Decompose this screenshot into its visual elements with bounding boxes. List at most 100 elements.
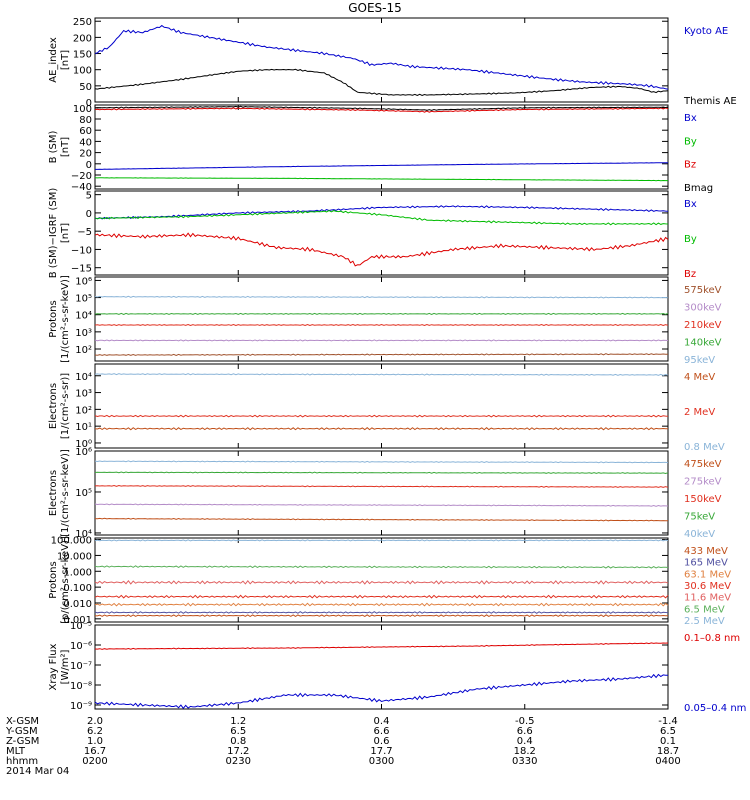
y-tick-label: −15	[71, 264, 92, 275]
legend-label: 11.6 MeV	[684, 593, 731, 604]
y-axis-label: [nT]	[60, 137, 71, 157]
series-line	[94, 471, 669, 475]
legend-label: 2 MeV	[684, 407, 715, 418]
series-line	[94, 107, 669, 113]
series-line	[94, 68, 669, 97]
legend-label: 275keV	[684, 477, 722, 488]
legend-label: 575keV	[684, 285, 722, 296]
legend-label: 210keV	[684, 320, 722, 331]
legend-label: 300keV	[684, 303, 722, 314]
legend-label: 40keV	[684, 529, 715, 540]
series-line	[94, 602, 669, 607]
ephemeris-value: 17.2	[227, 746, 249, 757]
ephemeris-value: 0330	[512, 756, 537, 767]
panel-frame	[94, 190, 669, 276]
y-axis-label: [p/(cm²-s-sr-keV)]	[60, 536, 71, 624]
y-tick-label: 1.000	[63, 567, 92, 578]
y-tick-label: 10⁻⁹	[70, 701, 92, 712]
y-tick-label: 10⁶	[75, 276, 92, 287]
y-tick-label: 0	[86, 209, 92, 220]
series-line	[94, 339, 669, 342]
date-label: 2014 Mar 04	[6, 766, 69, 777]
legend-label: Bz	[684, 269, 696, 280]
ephemeris-value: 0.8	[230, 736, 246, 747]
y-axis-label: B (SM)−IGRF (SM)	[48, 188, 59, 279]
y-tick-label: −40	[71, 182, 92, 193]
y-tick-label: −10	[71, 245, 92, 256]
y-tick-label: 20	[79, 149, 92, 160]
y-tick-label: 10⁴	[75, 529, 92, 540]
y-axis-label: [nT]	[60, 50, 71, 70]
series-line	[94, 427, 668, 431]
legend-label: 165 MeV	[684, 558, 728, 569]
y-axis-label: [1/(cm²-s-sr)]	[60, 373, 71, 439]
series-line	[94, 232, 669, 267]
ephemeris-value: 0.4	[374, 716, 390, 727]
series-line	[94, 205, 669, 220]
legend-label: 433 MeV	[684, 546, 728, 557]
legend-label: By	[684, 234, 697, 245]
y-tick-label: 10⁰	[75, 439, 92, 450]
y-tick-label: 10⁻⁷	[70, 661, 92, 672]
y-tick-label: 10¹	[75, 422, 92, 433]
plot-title: GOES-15	[348, 1, 402, 15]
y-tick-label: 100	[73, 104, 92, 115]
series-line	[94, 105, 669, 111]
legend-label: Bmag	[684, 183, 713, 194]
y-tick-label: 0.010	[63, 599, 92, 610]
panel-frame	[94, 363, 669, 449]
y-tick-label: 0	[86, 98, 92, 109]
series-line	[94, 579, 669, 585]
y-tick-label: 150	[73, 50, 92, 61]
series-line	[95, 162, 668, 170]
series-line	[94, 484, 669, 488]
ephemeris-row-label: hhmm	[6, 756, 38, 767]
y-tick-label: 10⁶	[75, 447, 92, 458]
panel-frame	[94, 537, 669, 623]
y-tick-label: −20	[71, 171, 92, 182]
series-line	[94, 594, 669, 599]
legend-label: Bx	[684, 199, 697, 210]
y-axis-label: [W/m²]	[60, 649, 71, 684]
y-axis-label: [1/(cm²-s-sr-keV)]	[60, 275, 71, 363]
series-line	[94, 642, 669, 650]
panel-frame	[94, 276, 669, 362]
legend-label: 95keV	[684, 355, 715, 366]
legend-label: 0.05–0.4 nm	[684, 703, 746, 714]
y-tick-label: 10.000	[57, 551, 92, 562]
series-line	[94, 614, 668, 618]
ephemeris-value: 0300	[369, 756, 394, 767]
ephemeris-value: 6.5	[660, 726, 676, 737]
legend-label: 63.1 MeV	[684, 569, 731, 580]
legend-label: 0.1–0.8 nm	[684, 633, 740, 644]
ephemeris-value: -1.4	[658, 716, 678, 727]
ephemeris-value: 6.5	[230, 726, 246, 737]
series-line	[94, 460, 669, 464]
y-axis-label: AE_index	[48, 37, 59, 83]
ephemeris-value: 0.4	[517, 736, 533, 747]
legend-label: 75keV	[684, 512, 715, 523]
y-tick-label: −5	[77, 227, 92, 238]
series-line	[94, 503, 669, 507]
legend-label: 2.5 MeV	[684, 616, 725, 627]
y-tick-label: 40	[79, 137, 92, 148]
y-axis-label: Protons	[48, 561, 59, 598]
series-line	[94, 611, 669, 614]
y-tick-label: 200	[73, 33, 92, 44]
legend-label: 140keV	[684, 338, 722, 349]
ephemeris-value: 18.2	[514, 746, 536, 757]
ephemeris-value: -0.5	[515, 716, 535, 727]
legend-label: Bx	[684, 113, 697, 124]
legend-label: 150keV	[684, 494, 722, 505]
legend-label: 4 MeV	[684, 372, 715, 383]
panel-6: 0.001 0.010 0.100 1.000 10.000 100.000 Protons…	[48, 536, 731, 627]
y-tick-label: 0.001	[63, 615, 92, 626]
series-line	[94, 295, 669, 299]
ephemeris-value: 1.2	[230, 716, 246, 727]
y-tick-label: 0	[86, 160, 92, 171]
series-line	[94, 539, 669, 542]
ephemeris-row-label: Z-GSM	[6, 736, 39, 747]
y-tick-label: 60	[79, 126, 92, 137]
